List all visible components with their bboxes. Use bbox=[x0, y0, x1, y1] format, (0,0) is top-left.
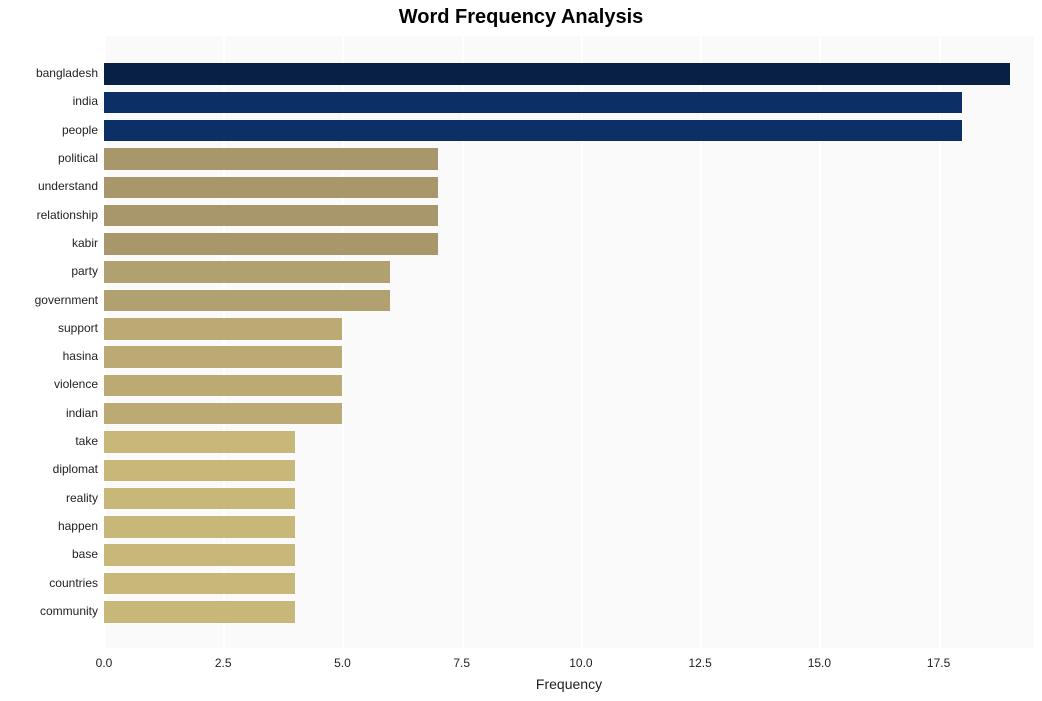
y-tick-label: people bbox=[62, 123, 98, 137]
bar-slot bbox=[104, 88, 1034, 116]
y-tick-label: reality bbox=[66, 491, 98, 505]
y-tick-label: government bbox=[35, 293, 98, 307]
bar-slot bbox=[104, 202, 1034, 230]
bar bbox=[104, 346, 342, 368]
bar bbox=[104, 233, 438, 255]
bar-slot bbox=[104, 428, 1034, 456]
bar bbox=[104, 148, 438, 170]
y-tick-label: india bbox=[73, 94, 98, 108]
bar bbox=[104, 63, 1010, 85]
x-axis-title: Frequency bbox=[519, 676, 619, 692]
x-tick-label: 10.0 bbox=[569, 656, 592, 670]
bar bbox=[104, 205, 438, 227]
bar-slot bbox=[104, 400, 1034, 428]
bar bbox=[104, 375, 342, 397]
bar-slot bbox=[104, 598, 1034, 626]
x-tick-label: 15.0 bbox=[808, 656, 831, 670]
bar bbox=[104, 544, 295, 566]
y-tick-label: political bbox=[58, 151, 98, 165]
x-tick-label: 7.5 bbox=[453, 656, 470, 670]
bar-slot bbox=[104, 456, 1034, 484]
bar-slot bbox=[104, 173, 1034, 201]
y-tick-label: indian bbox=[66, 406, 98, 420]
y-tick-label: community bbox=[40, 604, 98, 618]
bar bbox=[104, 120, 962, 142]
y-tick-label: relationship bbox=[37, 208, 98, 222]
y-tick-label: violence bbox=[54, 377, 98, 391]
bar-slot bbox=[104, 258, 1034, 286]
x-tick-label: 0.0 bbox=[96, 656, 113, 670]
y-tick-label: countries bbox=[49, 576, 98, 590]
y-tick-label: support bbox=[58, 321, 98, 335]
y-tick-label: happen bbox=[58, 519, 98, 533]
chart-title: Word Frequency Analysis bbox=[0, 6, 1042, 29]
y-tick-label: party bbox=[71, 264, 98, 278]
bar bbox=[104, 516, 295, 538]
bar-slot bbox=[104, 286, 1034, 314]
bar-slot bbox=[104, 485, 1034, 513]
x-tick-label: 5.0 bbox=[334, 656, 351, 670]
bar bbox=[104, 318, 342, 340]
chart-container: Word Frequency Analysis Frequency 0.0 2.5… bbox=[0, 0, 1042, 701]
bar bbox=[104, 403, 342, 425]
y-tick-label: diplomat bbox=[53, 462, 98, 476]
bar-slot bbox=[104, 315, 1034, 343]
x-tick-label: 2.5 bbox=[215, 656, 232, 670]
bar bbox=[104, 92, 962, 114]
bar bbox=[104, 261, 390, 283]
bar-slot bbox=[104, 60, 1034, 88]
bar-slot bbox=[104, 371, 1034, 399]
bar-slot bbox=[104, 513, 1034, 541]
y-tick-label: hasina bbox=[63, 349, 98, 363]
bar bbox=[104, 460, 295, 482]
bar-slot bbox=[104, 117, 1034, 145]
plot-area bbox=[104, 36, 1034, 648]
x-tick-label: 12.5 bbox=[688, 656, 711, 670]
bar bbox=[104, 290, 390, 312]
bar bbox=[104, 177, 438, 199]
bar bbox=[104, 431, 295, 453]
bar-slot bbox=[104, 145, 1034, 173]
bar-slot bbox=[104, 343, 1034, 371]
bar bbox=[104, 573, 295, 595]
y-tick-label: understand bbox=[38, 179, 98, 193]
bar bbox=[104, 601, 295, 623]
y-tick-label: base bbox=[72, 547, 98, 561]
y-tick-label: bangladesh bbox=[36, 66, 98, 80]
bar bbox=[104, 488, 295, 510]
bar-slot bbox=[104, 541, 1034, 569]
bar-slot bbox=[104, 230, 1034, 258]
x-tick-label: 17.5 bbox=[927, 656, 950, 670]
y-tick-label: kabir bbox=[72, 236, 98, 250]
y-tick-label: take bbox=[75, 434, 98, 448]
bar-slot bbox=[104, 569, 1034, 597]
